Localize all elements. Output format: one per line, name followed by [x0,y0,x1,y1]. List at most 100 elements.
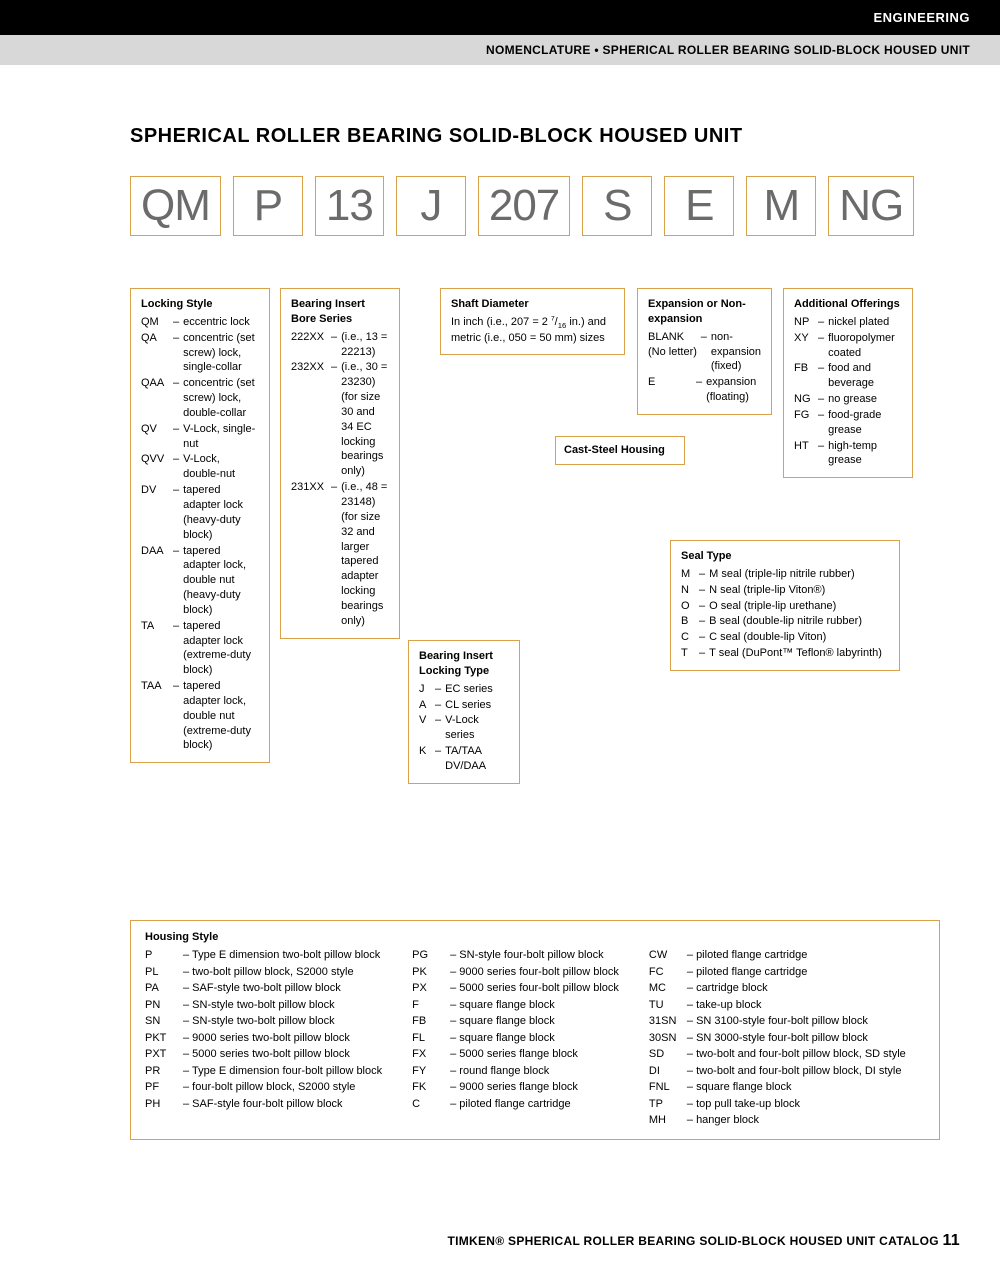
housing-row: P– Type E dimension two-bolt pillow bloc… [145,947,382,964]
def-row: TAA–tapered adapter lock, double nut (ex… [141,679,259,753]
callout-additional: Additional Offerings NP–nickel platedXY–… [783,288,913,478]
callout-cast-steel: Cast-Steel Housing [555,436,685,465]
header-breadcrumb-bar: NOMENCLATURE • SPHERICAL ROLLER BEARING … [0,35,1000,65]
housing-row: PKT– 9000 series two-bolt pillow block [145,1030,382,1047]
code-cast-steel: S [582,176,652,236]
callout-housing-style: Housing Style P– Type E dimension two-bo… [130,920,940,1140]
housing-row: FK– 9000 series flange block [412,1079,619,1096]
housing-row: PK– 9000 series four-bolt pillow block [412,964,619,981]
callout-locking-type: Bearing Insert Locking Type J–EC seriesA… [408,640,520,784]
def-row: E–expansion (floating) [648,375,761,405]
def-row: 231XX–(i.e., 48 = 23148) (for size 32 an… [291,480,389,628]
housing-row: PX– 5000 series four-bolt pillow block [412,980,619,997]
def-row: K–TA/TAA DV/DAA [419,744,509,774]
seal-type-title: Seal Type [681,549,889,564]
housing-row: PF– four-bolt pillow block, S2000 style [145,1079,382,1096]
def-row: QAA–concentric (set screw) lock, double-… [141,376,259,421]
housing-row: PN– SN-style two-bolt pillow block [145,997,382,1014]
additional-title: Additional Offerings [794,297,902,312]
cast-steel-title: Cast-Steel Housing [564,443,676,458]
housing-row: PH– SAF-style four-bolt pillow block [145,1096,382,1113]
housing-row: F– square flange block [412,997,619,1014]
locking-type-title: Bearing Insert Locking Type [419,649,509,679]
def-row: M–M seal (triple-lip nitrile rubber) [681,567,889,582]
code-bore-series: 13 [315,176,384,236]
housing-row: TU– take-up block [649,997,906,1014]
header-category-bar: ENGINEERING [0,0,1000,35]
housing-row: MH– hanger block [649,1112,906,1129]
def-row: QA–concentric (set screw) lock, single-c… [141,331,259,376]
housing-row: PL– two-bolt pillow block, S2000 style [145,964,382,981]
def-row: QM–eccentric lock [141,315,259,330]
def-row: V–V-Lock series [419,713,509,743]
bore-series-title: Bearing Insert Bore Series [291,297,389,327]
code-locking-style: QM [130,176,221,236]
def-row: XY–fluoropolymer coated [794,331,902,361]
code-housing-style: P [233,176,303,236]
code-locking-type: J [396,176,466,236]
expansion-title: Expansion or Non-expansion [648,297,761,327]
def-row: BLANK (No letter)–non-expansion (fixed) [648,330,761,375]
housing-row: CW– piloted flange cartridge [649,947,906,964]
def-row: 232XX–(i.e., 30 = 23230) (for size 30 an… [291,360,389,479]
housing-column-3: CW– piloted flange cartridgeFC– piloted … [649,947,906,1129]
def-row: J–EC series [419,682,509,697]
def-row: HT–high-temp grease [794,439,902,469]
housing-row: PA– SAF-style two-bolt pillow block [145,980,382,997]
housing-row: FX– 5000 series flange block [412,1046,619,1063]
def-row: QV–V-Lock, single-nut [141,422,259,452]
def-row: DAA–tapered adapter lock, double nut (he… [141,544,259,618]
housing-row: TP– top pull take-up block [649,1096,906,1113]
def-row: T–T seal (DuPont™ Teflon® labyrinth) [681,646,889,661]
shaft-diameter-title: Shaft Diameter [451,297,614,312]
header-breadcrumb: NOMENCLATURE • SPHERICAL ROLLER BEARING … [486,43,970,57]
housing-row: SD– two-bolt and four-bolt pillow block,… [649,1046,906,1063]
callout-shaft-diameter: Shaft Diameter In inch (i.e., 207 = 2 7/… [440,288,625,355]
housing-row: 30SN– SN 3000-style four-bolt pillow blo… [649,1030,906,1047]
header-category: ENGINEERING [873,10,970,25]
locking-style-title: Locking Style [141,297,259,312]
footer-brand: TIMKEN® [447,1234,504,1248]
housing-row: FY– round flange block [412,1063,619,1080]
nomenclature-code-row: QM P 13 J 207 S E M NG [130,176,940,236]
housing-row: PR– Type E dimension four-bolt pillow bl… [145,1063,382,1080]
housing-row: PG– SN-style four-bolt pillow block [412,947,619,964]
housing-style-title: Housing Style [145,931,925,943]
def-row: FG–food-grade grease [794,408,902,438]
def-row: NG–no grease [794,392,902,407]
def-row: O–O seal (triple-lip urethane) [681,599,889,614]
housing-row: SN– SN-style two-bolt pillow block [145,1013,382,1030]
housing-row: FB– square flange block [412,1013,619,1030]
shaft-diameter-text: In inch (i.e., 207 = 2 7/16 in.) and met… [451,315,614,346]
def-row: NP–nickel plated [794,315,902,330]
housing-row: FL– square flange block [412,1030,619,1047]
housing-row: C– piloted flange cartridge [412,1096,619,1113]
def-row: TA–tapered adapter lock (extreme-duty bl… [141,619,259,678]
footer-page-number: 11 [942,1232,960,1249]
housing-row: FNL– square flange block [649,1079,906,1096]
code-additional: NG [828,176,914,236]
def-row: 222XX–(i.e., 13 = 22213) [291,330,389,360]
code-expansion: E [664,176,734,236]
def-row: FB–food and beverage [794,361,902,391]
callout-bore-series: Bearing Insert Bore Series 222XX–(i.e., … [280,288,400,639]
housing-column-1: P– Type E dimension two-bolt pillow bloc… [145,947,382,1129]
housing-row: DI– two-bolt and four-bolt pillow block,… [649,1063,906,1080]
code-shaft-diameter: 207 [478,176,570,236]
def-row: A–CL series [419,698,509,713]
code-seal-type: M [746,176,816,236]
housing-row: MC– cartridge block [649,980,906,997]
callout-seal-type: Seal Type M–M seal (triple-lip nitrile r… [670,540,900,671]
page-title: SPHERICAL ROLLER BEARING SOLID-BLOCK HOU… [130,125,940,148]
housing-row: PXT– 5000 series two-bolt pillow block [145,1046,382,1063]
housing-column-2: PG– SN-style four-bolt pillow blockPK– 9… [412,947,619,1129]
callout-locking-style: Locking Style QM–eccentric lockQA–concen… [130,288,270,763]
def-row: C–C seal (double-lip Viton) [681,630,889,645]
callout-expansion: Expansion or Non-expansion BLANK (No let… [637,288,772,415]
def-row: B–B seal (double-lip nitrile rubber) [681,614,889,629]
housing-row: FC– piloted flange cartridge [649,964,906,981]
page-content: SPHERICAL ROLLER BEARING SOLID-BLOCK HOU… [0,65,1000,236]
footer-text: SPHERICAL ROLLER BEARING SOLID-BLOCK HOU… [508,1234,939,1248]
def-row: QVV–V-Lock, double-nut [141,452,259,482]
def-row: DV–tapered adapter lock (heavy-duty bloc… [141,483,259,542]
